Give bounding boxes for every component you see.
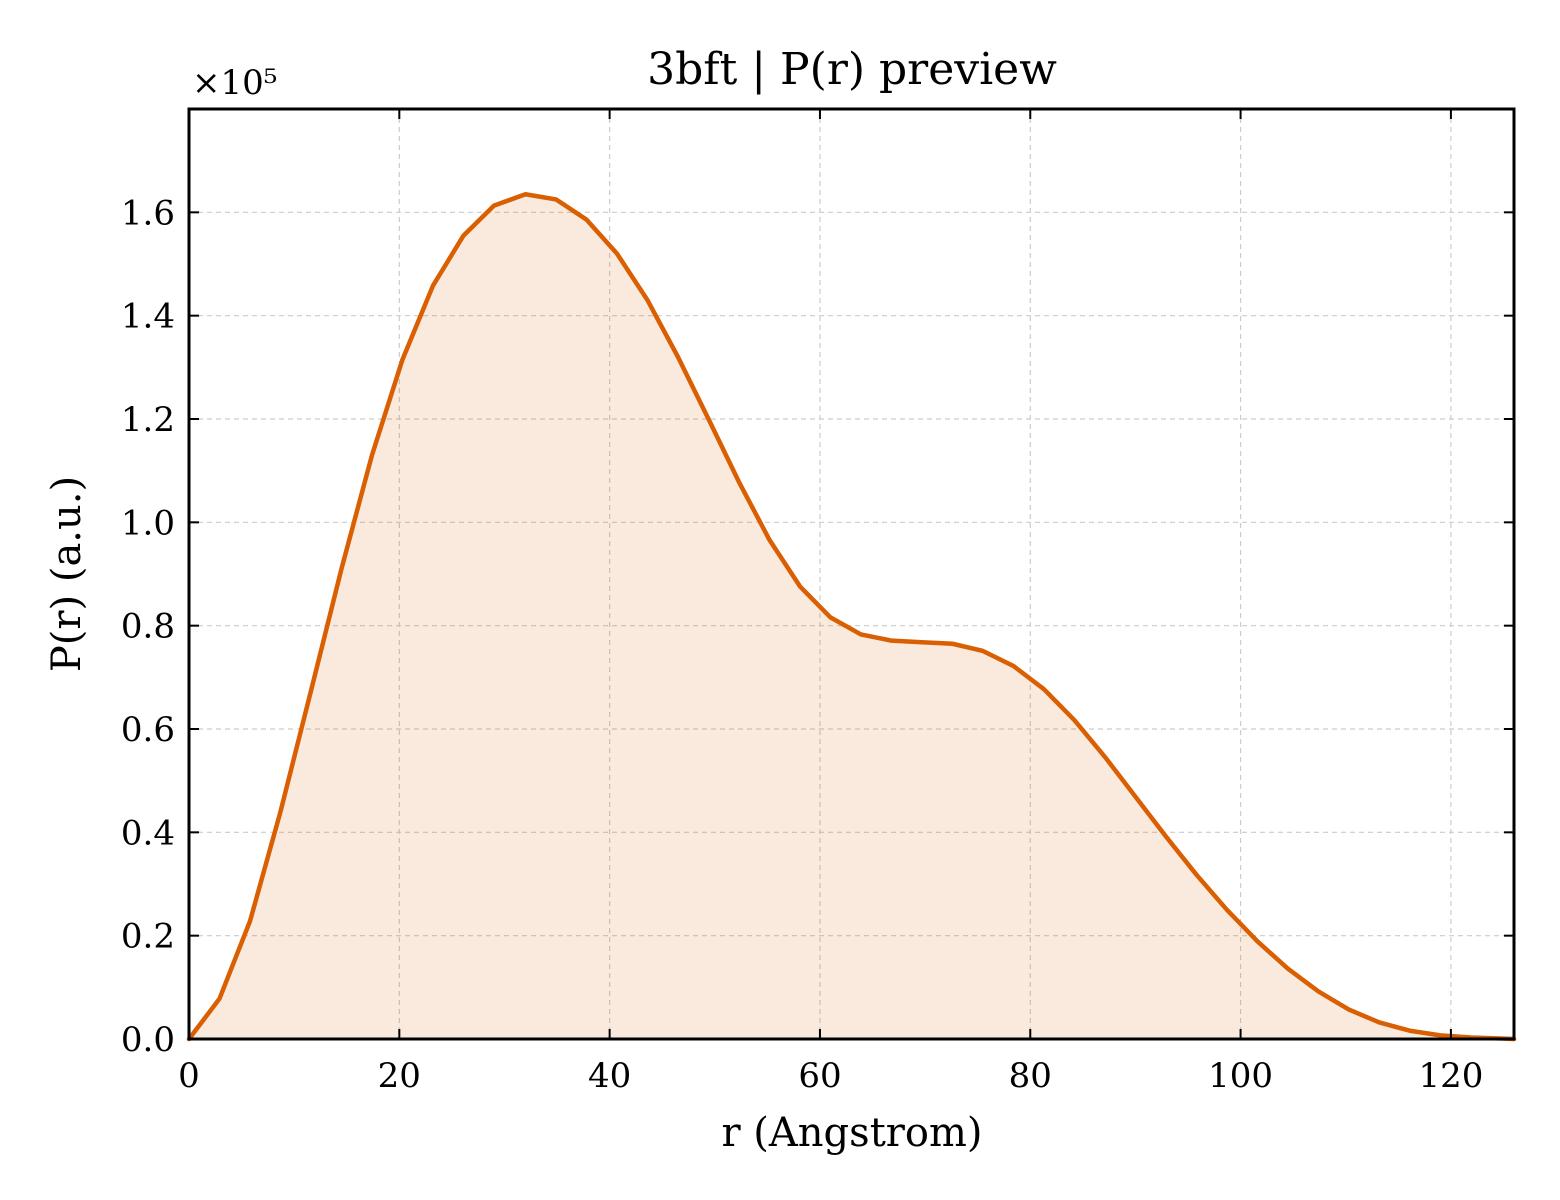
x-tick-label: 60	[798, 1056, 841, 1096]
chart-title: 3bft | P(r) preview	[647, 44, 1057, 95]
x-tick-label: 20	[378, 1056, 421, 1096]
y-tick-label: 0.0	[121, 1020, 175, 1060]
y-tick-label: 1.4	[121, 297, 175, 337]
x-tick-label: 0	[178, 1056, 200, 1096]
x-tick-label: 100	[1208, 1056, 1273, 1096]
y-tick-label: 0.8	[121, 607, 175, 647]
y-tick-label: 0.4	[121, 813, 175, 853]
x-tick-label: 120	[1418, 1056, 1483, 1096]
y-tick-label: 1.6	[121, 193, 175, 233]
series-line	[186, 192, 1517, 1042]
y-axis-label: P(r) (a.u.)	[44, 476, 90, 672]
grid	[188, 109, 1514, 1040]
plot-area	[186, 192, 1517, 1042]
axes: 0 20 40 60 80 100 120 0.0 0.2 0.4 0.6 0.8 1.0 1.2 1.4 1…	[121, 107, 1516, 1096]
y-scale-multiplier: ×10⁵	[192, 63, 277, 103]
x-tick-label: 80	[1009, 1056, 1052, 1096]
y-tick-label: 0.2	[121, 917, 175, 957]
series-area-fill	[189, 194, 1514, 1039]
y-tick-label: 1.2	[121, 400, 175, 440]
x-axis-label: r (Angstrom)	[721, 1110, 982, 1156]
y-tick-label: 0.6	[121, 710, 175, 750]
plot-frame	[187, 107, 1516, 1041]
y-tick-label: 1.0	[121, 503, 175, 543]
x-tick-label: 40	[588, 1056, 631, 1096]
